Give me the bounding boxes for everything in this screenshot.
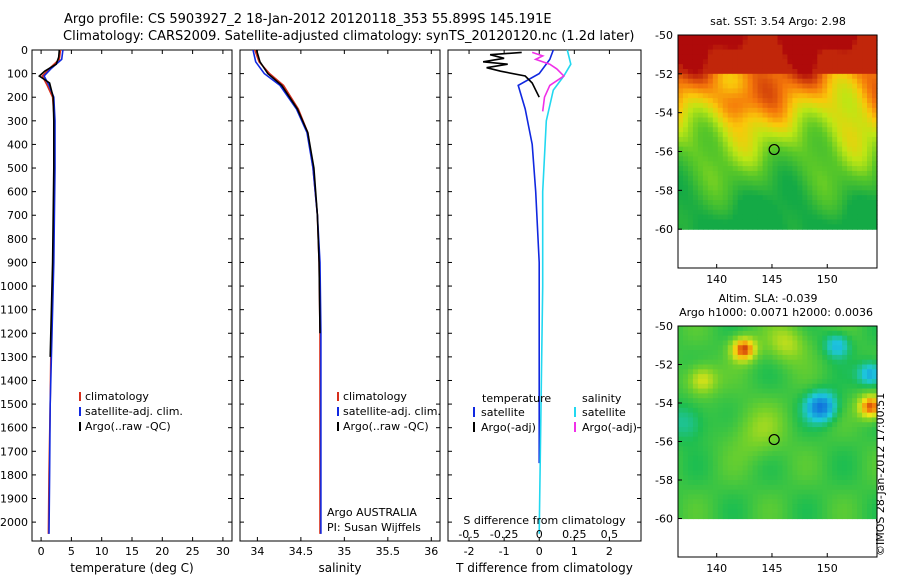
plot-frame	[447, 49, 642, 542]
y-tick-label: 400	[7, 138, 28, 151]
y-tick-label: 1200	[0, 327, 28, 340]
y-tick-label: 1000	[0, 280, 28, 293]
x-axis-label: T difference from climatology	[455, 561, 633, 575]
top-tick-label: 0	[536, 528, 543, 541]
top-tick-label: 0.5	[601, 528, 619, 541]
x-tick-label: 35.5	[376, 545, 401, 558]
legend-label: satellite-adj. clim.	[343, 405, 441, 418]
y-tick-label: 600	[7, 186, 28, 199]
x-tick-label: -2	[464, 545, 475, 558]
map-x-tick-label: 140	[706, 562, 727, 575]
map-y-tick-label: -58	[655, 474, 673, 487]
map-y-tick-label: -54	[655, 397, 673, 410]
map-y-tick-label: -52	[655, 68, 673, 81]
map-y-tick-label: -50	[655, 29, 673, 42]
map-field	[678, 35, 878, 230]
map-y-tick-label: -54	[655, 107, 673, 120]
x-axis-label: temperature (deg C)	[70, 561, 193, 575]
series-line-satellite_s	[538, 49, 572, 534]
plot-frame	[31, 49, 233, 542]
x-tick-label: 20	[155, 545, 169, 558]
x-tick-label: 34	[250, 545, 264, 558]
legend-label: climatology	[343, 390, 407, 403]
series-line-argo	[482, 51, 540, 98]
y-tick-label: 1300	[0, 351, 28, 364]
map-x-tick-label: 140	[706, 273, 727, 286]
argo-program-label: Argo AUSTRALIA	[327, 506, 417, 519]
x-tick-label: 10	[95, 545, 109, 558]
y-tick-label: 1900	[0, 493, 28, 506]
argo-position-marker	[768, 433, 780, 446]
map-x-tick-label: 145	[761, 273, 782, 286]
series-line-argo_s	[531, 51, 566, 112]
x-tick-label: 2	[606, 545, 613, 558]
series-line-argo	[255, 49, 321, 334]
map-y-tick-label: -50	[655, 320, 673, 333]
legend-label: satellite	[582, 406, 626, 419]
pi-label: PI: Susan Wijffels	[327, 521, 421, 534]
legend-label: climatology	[85, 390, 149, 403]
series-line-satellite	[517, 49, 555, 464]
legend-label: Argo(-adj)	[481, 421, 536, 434]
y-tick-label: 500	[7, 162, 28, 175]
series-line-argo	[38, 49, 61, 357]
figure-title-line1: Argo profile: CS 5903927_2 18-Jan-2012 2…	[64, 12, 552, 27]
x-tick-label: 30	[216, 545, 230, 558]
x-tick-label: 0	[536, 545, 543, 558]
top-tick-label: 0.25	[562, 528, 587, 541]
x-tick-label: 35	[337, 545, 351, 558]
y-tick-label: 1600	[0, 422, 28, 435]
series-line-satellite	[43, 49, 64, 534]
x-tick-label: 15	[125, 545, 139, 558]
x-tick-label: 0	[38, 545, 45, 558]
map-x-tick-label: 150	[817, 273, 838, 286]
y-tick-label: 2000	[0, 516, 28, 529]
map-y-tick-label: -52	[655, 359, 673, 372]
map-field	[678, 326, 878, 520]
x-tick-label: -1	[499, 545, 510, 558]
y-tick-label: 100	[7, 68, 28, 81]
plot-frame	[239, 49, 441, 542]
figure-title-line2: Climatology: CARS2009. Satellite-adjuste…	[63, 29, 635, 44]
argo-position-marker	[768, 143, 780, 156]
x-axis-label: salinity	[318, 561, 361, 575]
legend-label: Argo(-adj)	[582, 421, 637, 434]
sla-map-subtitle: Argo h1000: 0.0071 h2000: 0.0036	[679, 306, 873, 319]
sla-map-title: Altim. SLA: -0.039	[718, 292, 817, 305]
legend-title-salinity: salinity	[582, 392, 622, 405]
y-tick-label: 800	[7, 233, 28, 246]
top-tick-label: -0.25	[490, 528, 518, 541]
map-y-tick-label: -60	[655, 513, 673, 526]
legend-label: satellite	[481, 406, 525, 419]
top-axis-label: S difference from climatology	[463, 514, 626, 527]
legend-label: Argo(..raw -QC)	[343, 420, 429, 433]
y-tick-label: 300	[7, 115, 28, 128]
x-tick-label: 25	[186, 545, 200, 558]
y-tick-label: 0	[21, 44, 28, 57]
y-tick-label: 1500	[0, 398, 28, 411]
legend-title-temperature: temperature	[482, 392, 551, 405]
y-tick-label: 1100	[0, 304, 28, 317]
y-tick-label: 1800	[0, 469, 28, 482]
sst-map-title: sat. SST: 3.54 Argo: 2.98	[710, 15, 846, 28]
x-tick-label: 36	[424, 545, 438, 558]
map-y-tick-label: -58	[655, 184, 673, 197]
map-y-tick-label: -60	[655, 223, 673, 236]
map-y-tick-label: -56	[655, 436, 673, 449]
legend-label: satellite-adj. clim.	[85, 405, 183, 418]
top-tick-label: -0.5	[458, 528, 479, 541]
y-tick-label: 200	[7, 91, 28, 104]
y-tick-label: 700	[7, 209, 28, 222]
map-x-tick-label: 145	[761, 562, 782, 575]
x-tick-label: 5	[68, 545, 75, 558]
x-tick-label: 1	[571, 545, 578, 558]
map-x-tick-label: 150	[817, 562, 838, 575]
y-tick-label: 900	[7, 256, 28, 269]
x-tick-label: 34.5	[289, 545, 314, 558]
legend-label: Argo(..raw -QC)	[85, 420, 171, 433]
map-y-tick-label: -56	[655, 146, 673, 159]
y-tick-label: 1400	[0, 374, 28, 387]
y-tick-label: 1700	[0, 445, 28, 458]
